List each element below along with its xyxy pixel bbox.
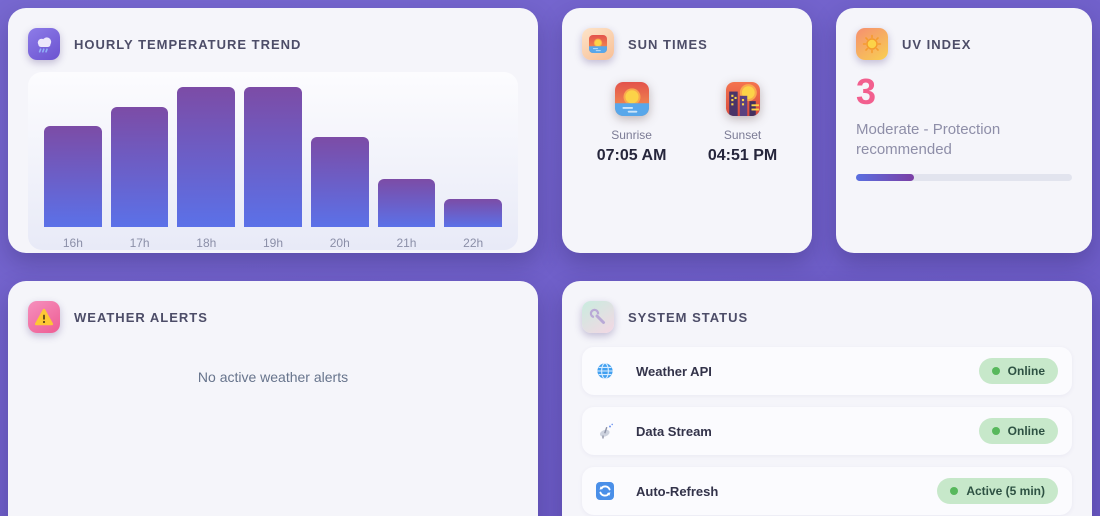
sunrise-time: 07:05 AM [596, 147, 667, 164]
bar-label-18h: 18h [196, 236, 217, 250]
sunrise-column: Sunrise 07:05 AM [596, 82, 667, 165]
status-label: Auto-Refresh [636, 483, 719, 499]
temperature-bar-chart: 16h 17h 18h 19h 20h 21h 22h [28, 72, 518, 250]
status-text: Online [1007, 364, 1045, 378]
status-row-auto-refresh: Auto-Refresh Active (5 min) [582, 467, 1072, 515]
refresh-icon [596, 482, 614, 500]
card-title: WEATHER ALERTS [74, 309, 208, 325]
temperature-bar-20h [310, 137, 369, 227]
status-dot-icon [950, 487, 959, 495]
temperature-bar-18h [177, 87, 236, 227]
bar-label-21h: 21h [396, 236, 417, 250]
status-text: Active (5 min) [966, 484, 1045, 498]
card-title: UV INDEX [902, 36, 972, 52]
card-header: SYSTEM STATUS [562, 281, 1092, 333]
card-sun-times: SUN TIMES [562, 8, 812, 253]
uv-progress-fill [856, 173, 915, 181]
bar-label-19h: 19h [263, 236, 284, 250]
sunrise-label: Sunrise [611, 128, 652, 142]
uv-description: Moderate - Protection recommended [856, 121, 1001, 159]
uv-body: 3 Moderate - Protection recommended [836, 60, 1092, 181]
sunset-column: Sunset 04:51 PM [708, 82, 777, 165]
card-header: UV INDEX [836, 8, 1092, 60]
rain-cloud-icon [28, 28, 60, 60]
uv-progress-track [856, 173, 1072, 181]
card-title: HOURLY TEMPERATURE TREND [74, 36, 302, 52]
card-weather-alerts: WEATHER ALERTS No active weather alerts [8, 281, 538, 516]
city-sunset-icon [725, 82, 760, 116]
status-dot-icon [991, 427, 1000, 435]
status-label: Data Stream [636, 423, 712, 439]
card-title: SYSTEM STATUS [628, 309, 749, 325]
sunset-time: 04:51 PM [707, 147, 778, 164]
alerts-empty-message: No active weather alerts [197, 369, 349, 385]
globe-icon [597, 362, 613, 380]
chart-x-axis-labels: 16h 17h 18h 19h 20h 21h 22h [44, 235, 502, 250]
warning-icon [28, 301, 60, 333]
card-system-status: SYSTEM STATUS Weather API Online [562, 281, 1092, 516]
status-row-weather-api: Weather API Online [582, 347, 1072, 395]
card-header: WEATHER ALERTS [8, 281, 538, 333]
temperature-bar-17h [110, 107, 169, 227]
card-hourly-temperature-trend: HOURLY TEMPERATURE TREND 16h 17h 18h 19h 20h… [8, 8, 538, 253]
status-text: Online [1007, 424, 1045, 438]
sunrise-icon [582, 28, 614, 60]
temperature-bar-22h [444, 199, 503, 227]
bar-label-16h: 16h [62, 236, 83, 250]
card-header: SUN TIMES [562, 8, 812, 60]
sunrise-over-water-icon [614, 82, 649, 116]
bar-label-17h: 17h [129, 236, 150, 250]
sunset-label: Sunset [723, 128, 762, 142]
bar-label-20h: 20h [329, 236, 350, 250]
status-badge: Online [978, 358, 1058, 384]
status-row-data-stream: Data Stream Online [582, 407, 1072, 455]
status-label: Weather API [636, 363, 712, 379]
bar-label-22h: 22h [463, 236, 484, 250]
card-title: SUN TIMES [628, 36, 708, 52]
card-header: HOURLY TEMPERATURE TREND [8, 8, 538, 60]
status-dot-icon [991, 367, 1000, 375]
uv-value: 3 [856, 71, 877, 112]
status-rows: Weather API Online Data Stream [562, 333, 1092, 515]
card-uv-index: UV INDEX 3 Moderate - Protection recomme… [836, 8, 1092, 253]
status-badge: Online [978, 418, 1058, 444]
wrench-icon [582, 301, 614, 333]
sun-icon [856, 28, 888, 60]
satellite-icon [599, 423, 613, 439]
chart-bars [44, 72, 503, 227]
sun-times-body: Sunrise 07:05 AM [562, 60, 812, 165]
temperature-bar-19h [244, 87, 302, 227]
temperature-bar-21h [377, 179, 436, 227]
temperature-bar-16h [44, 126, 102, 227]
status-badge: Active (5 min) [937, 478, 1058, 504]
